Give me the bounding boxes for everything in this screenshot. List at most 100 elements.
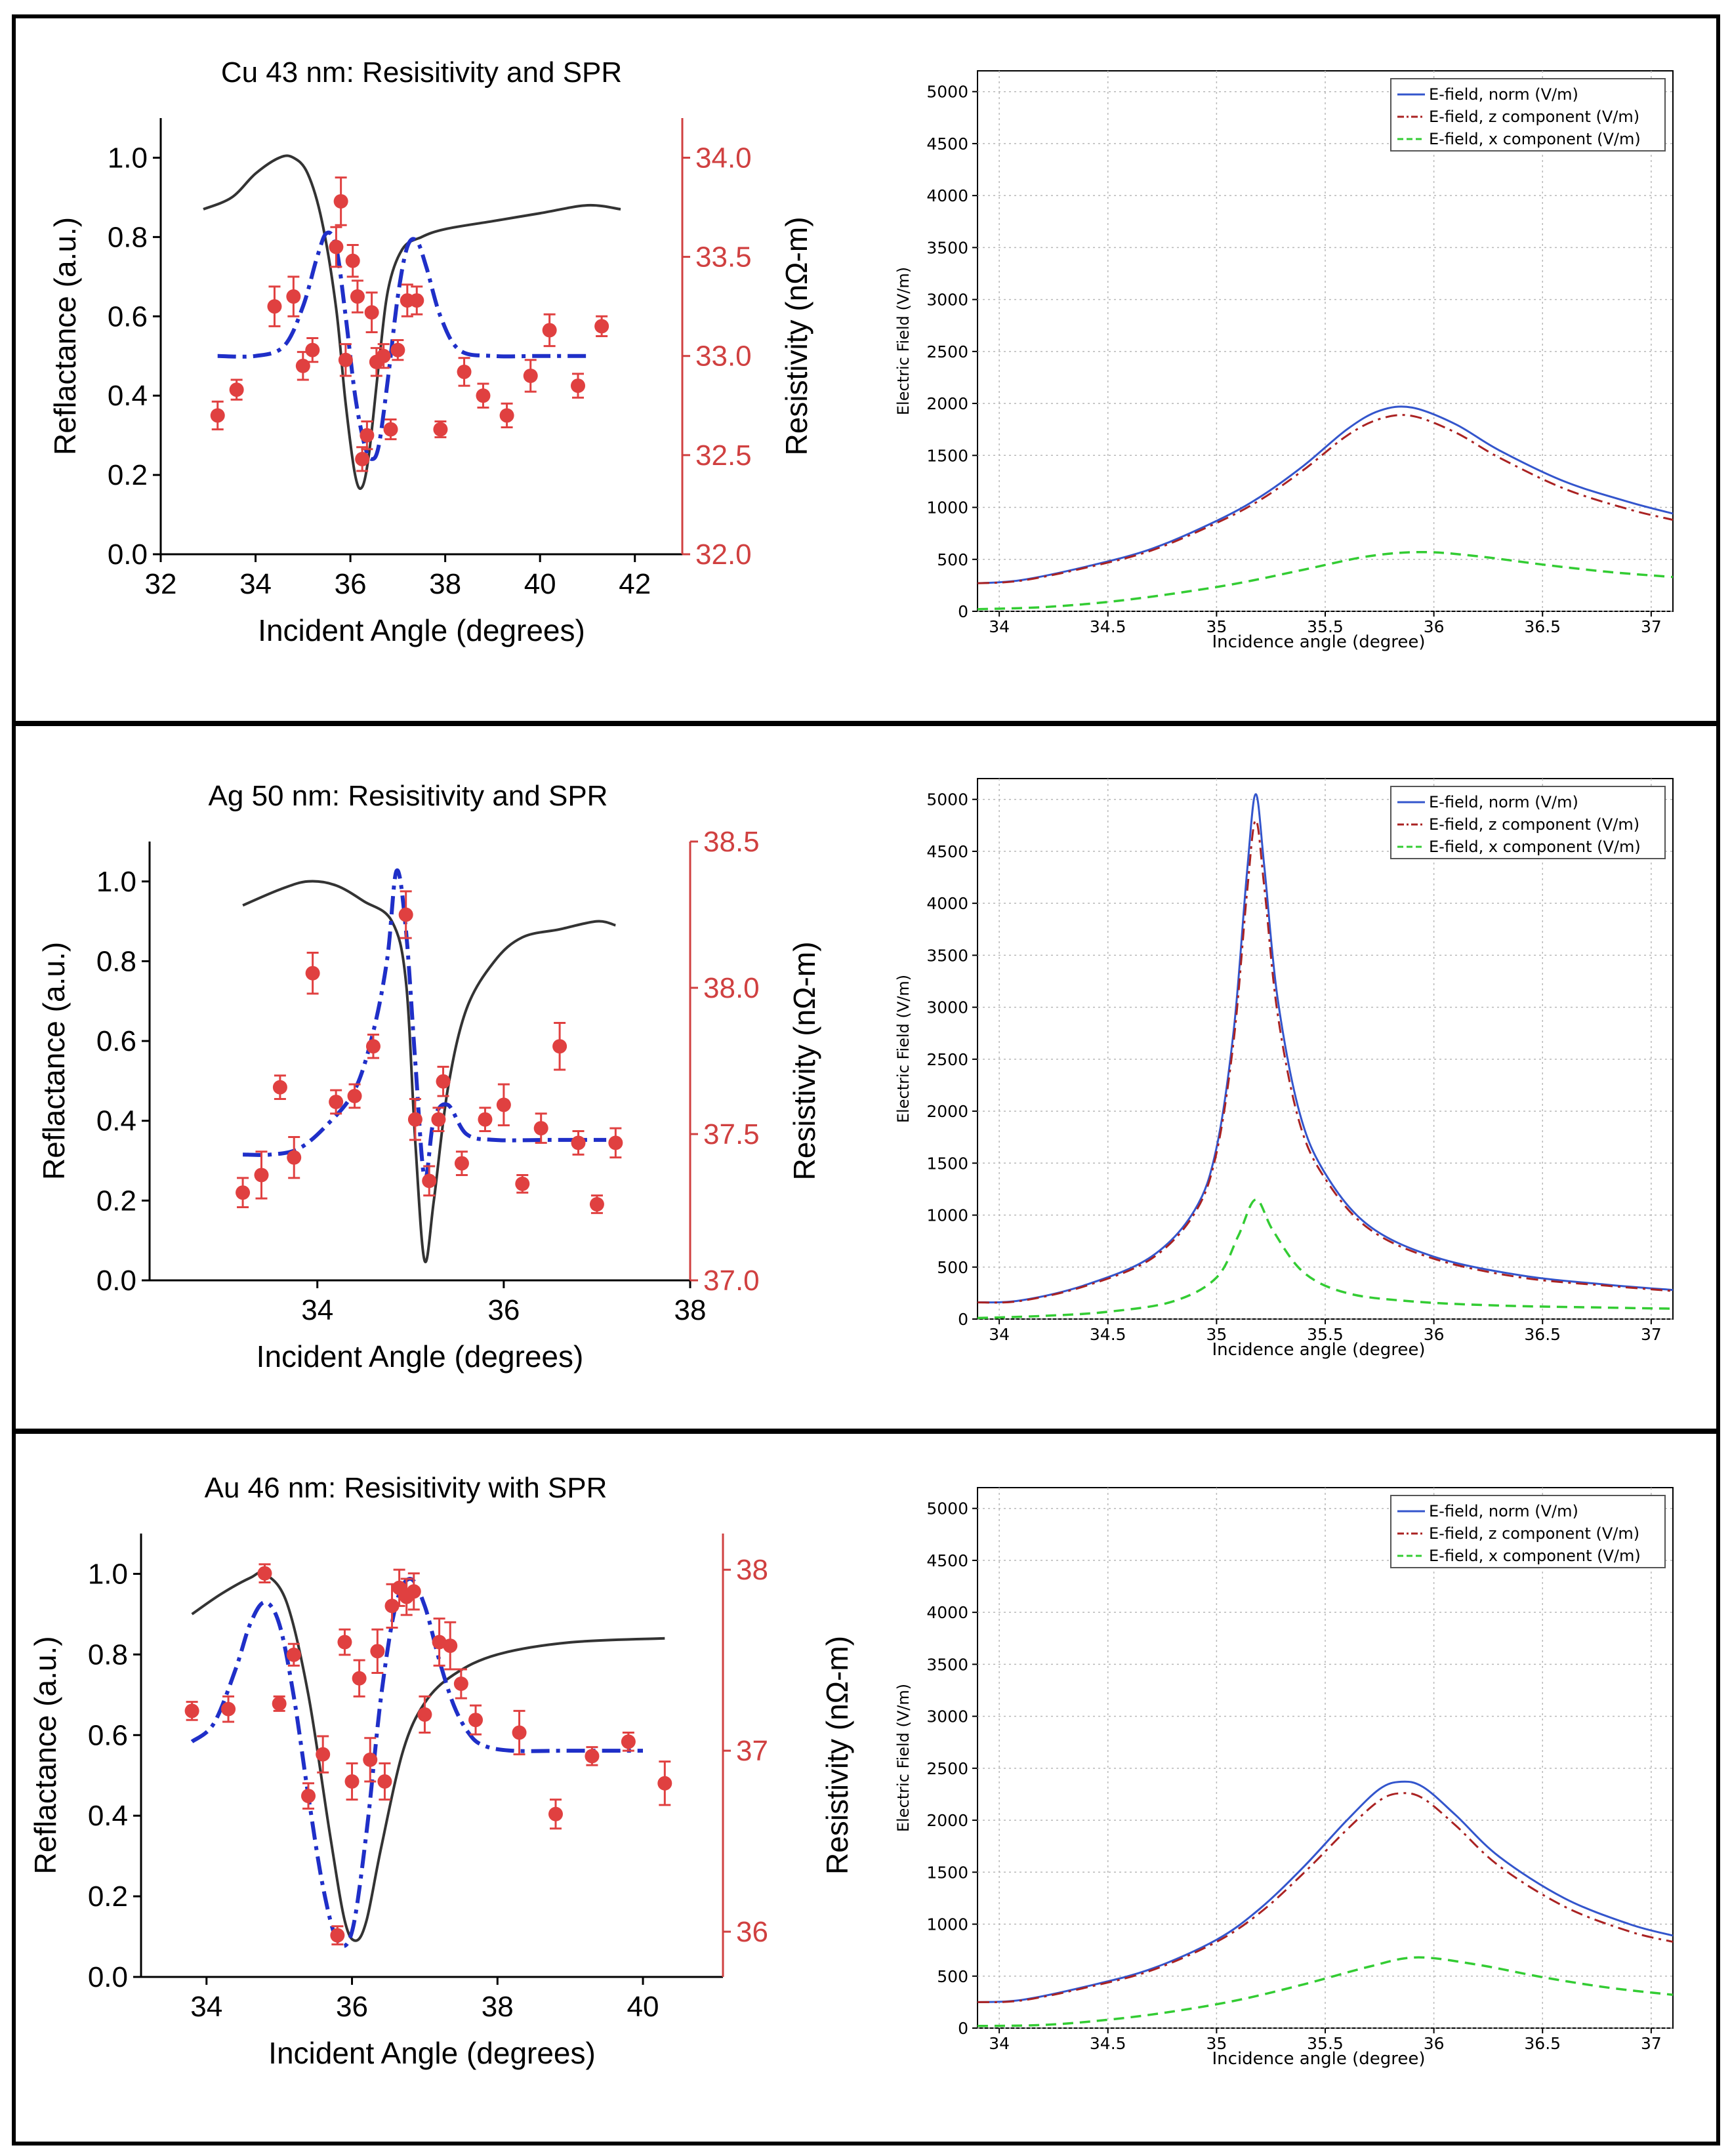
y-tick-label: 3500 (926, 238, 968, 257)
resistivity-point (384, 1598, 400, 1614)
legend-box (1390, 786, 1666, 859)
y2-tick-label: 32.0 (695, 539, 752, 571)
legend-label: E-field, norm (V/m) (1429, 793, 1578, 811)
y2-tick-label: 37 (736, 1735, 768, 1767)
reflectance-curve (242, 880, 616, 1263)
series-line-x-component (977, 550, 1674, 611)
y-tick-label: 2500 (926, 342, 968, 361)
resistivity-point (548, 1806, 563, 1821)
resistivity-fit-curve (243, 868, 607, 1181)
y-tick-label: 0 (958, 602, 968, 621)
resistivity-point (329, 1094, 344, 1109)
resistivity-point (476, 388, 491, 403)
resistivity-point (457, 364, 472, 379)
y-tick-label: 4500 (926, 842, 968, 861)
y-tick-label: 0 (958, 2019, 968, 2038)
resistivity-point (571, 378, 585, 394)
x-tick-label: 35.5 (1307, 1325, 1344, 1344)
y-axis-label: Reflactance (a.u.) (48, 217, 82, 455)
resistivity-point (585, 1749, 600, 1764)
resistivity-point (364, 305, 379, 320)
au-efield-chart: 0 500 1000 1500 2000 2500 3000 3500 4000 4500 5000… (894, 1487, 1674, 2069)
resistivity-point (272, 1080, 287, 1095)
resistivity-point (360, 428, 375, 443)
y-tick-label: 1000 (926, 498, 968, 518)
x-axis-label: Incident Angle (degrees) (258, 613, 585, 647)
resistivity-point (571, 1135, 586, 1150)
y-tick-label: 0.6 (96, 1025, 136, 1057)
y2-tick-label: 38.0 (703, 972, 760, 1004)
chart-title: Au 46 nm: Resisitivity with SPR (205, 1472, 608, 1504)
resistivity-point (229, 382, 244, 397)
y-tick-label: 1000 (926, 1915, 968, 1934)
resistivity-point (365, 1039, 381, 1054)
x-tick-label: 35.5 (1307, 2034, 1344, 2053)
x-tick-label: 36 (336, 1991, 368, 2023)
y-tick-label: 2000 (926, 1102, 968, 1121)
legend: E-field, norm (V/m) E-field, z component … (1390, 786, 1666, 859)
y-tick-label: 4000 (926, 1603, 968, 1622)
y2-axis-label: Resistivity (nΩ-m) (820, 1636, 854, 1875)
resistivity-point (305, 342, 320, 357)
resistivity-point (515, 1176, 530, 1191)
resistivity-point (407, 1112, 422, 1127)
resistivity-point (295, 358, 310, 373)
x-tick-label: 34 (301, 1294, 333, 1326)
resistivity-point (272, 1696, 287, 1711)
y-tick-label: 500 (937, 1967, 968, 1986)
resistivity-point (433, 422, 448, 437)
legend-box (1390, 1495, 1666, 1568)
legend-label: E-field, norm (V/m) (1429, 1502, 1578, 1520)
resistivity-point (286, 1647, 301, 1662)
series-line-x-component (977, 1198, 1674, 1320)
legend: E-field, norm (V/m) E-field, z component … (1390, 1495, 1666, 1568)
x-tick-label: 34 (989, 2034, 1010, 2053)
x-tick-label: 36.5 (1524, 617, 1561, 636)
y-tick-label: 1000 (926, 1206, 968, 1225)
y-axis-label: Electric Field (V/m) (894, 267, 913, 415)
y-tick-label: 0.0 (108, 539, 148, 571)
x-tick-label: 34 (239, 568, 272, 600)
chart-title: Ag 50 nm: Resisitivity and SPR (209, 780, 608, 812)
x-tick-label: 35 (1206, 617, 1227, 636)
y2-tick-label: 33.0 (695, 340, 752, 373)
y-tick-label: 0.6 (108, 300, 148, 333)
x-tick-label: 35 (1206, 1325, 1227, 1344)
y-tick-label: 0.4 (88, 1800, 128, 1832)
x-tick-label: 34 (989, 617, 1010, 636)
resistivity-point (608, 1135, 623, 1150)
y-axis-label: Reflactance (a.u.) (37, 942, 71, 1180)
y-tick-label: 4000 (926, 186, 968, 205)
resistivity-point (443, 1638, 458, 1654)
series-line-norm (977, 1780, 1674, 2003)
y-tick-label: 4000 (926, 894, 968, 913)
resistivity-point (523, 368, 538, 383)
plot-frame (977, 70, 1674, 612)
x-tick-label: 36.5 (1524, 1325, 1561, 1344)
x-axis-label: Incidence angle (degree) (1212, 1340, 1426, 1360)
resistivity-point (286, 289, 301, 304)
y2-tick-label: 38 (736, 1554, 768, 1586)
y2-tick-label: 33.5 (695, 241, 752, 274)
series-line-z-component (977, 1792, 1674, 2003)
resistivity-point (496, 1097, 511, 1112)
resistivity-point (254, 1168, 269, 1183)
resistivity-point (210, 408, 225, 423)
y-tick-label: 0.0 (88, 1961, 128, 1993)
resistivity-point (468, 1713, 484, 1728)
y-tick-label: 0.2 (96, 1185, 136, 1217)
x-tick-label: 35.5 (1307, 617, 1344, 636)
x-tick-label: 36 (1424, 617, 1445, 636)
x-tick-label: 34.5 (1090, 2034, 1126, 2053)
y2-tick-label: 38.5 (703, 826, 760, 858)
legend-box (1390, 78, 1666, 152)
x-tick-label: 34 (190, 1991, 222, 2023)
resistivity-point (594, 319, 609, 334)
y-tick-label: 0.8 (96, 945, 136, 977)
x-tick-label: 32 (145, 568, 177, 600)
y2-tick-label: 36 (736, 1916, 768, 1948)
x-tick-label: 40 (524, 568, 556, 600)
y-tick-label: 1.0 (108, 142, 148, 174)
resistivity-point (478, 1112, 493, 1127)
ag-efield-chart: 0 500 1000 1500 2000 2500 3000 3500 4000 4500 5000… (894, 778, 1674, 1360)
